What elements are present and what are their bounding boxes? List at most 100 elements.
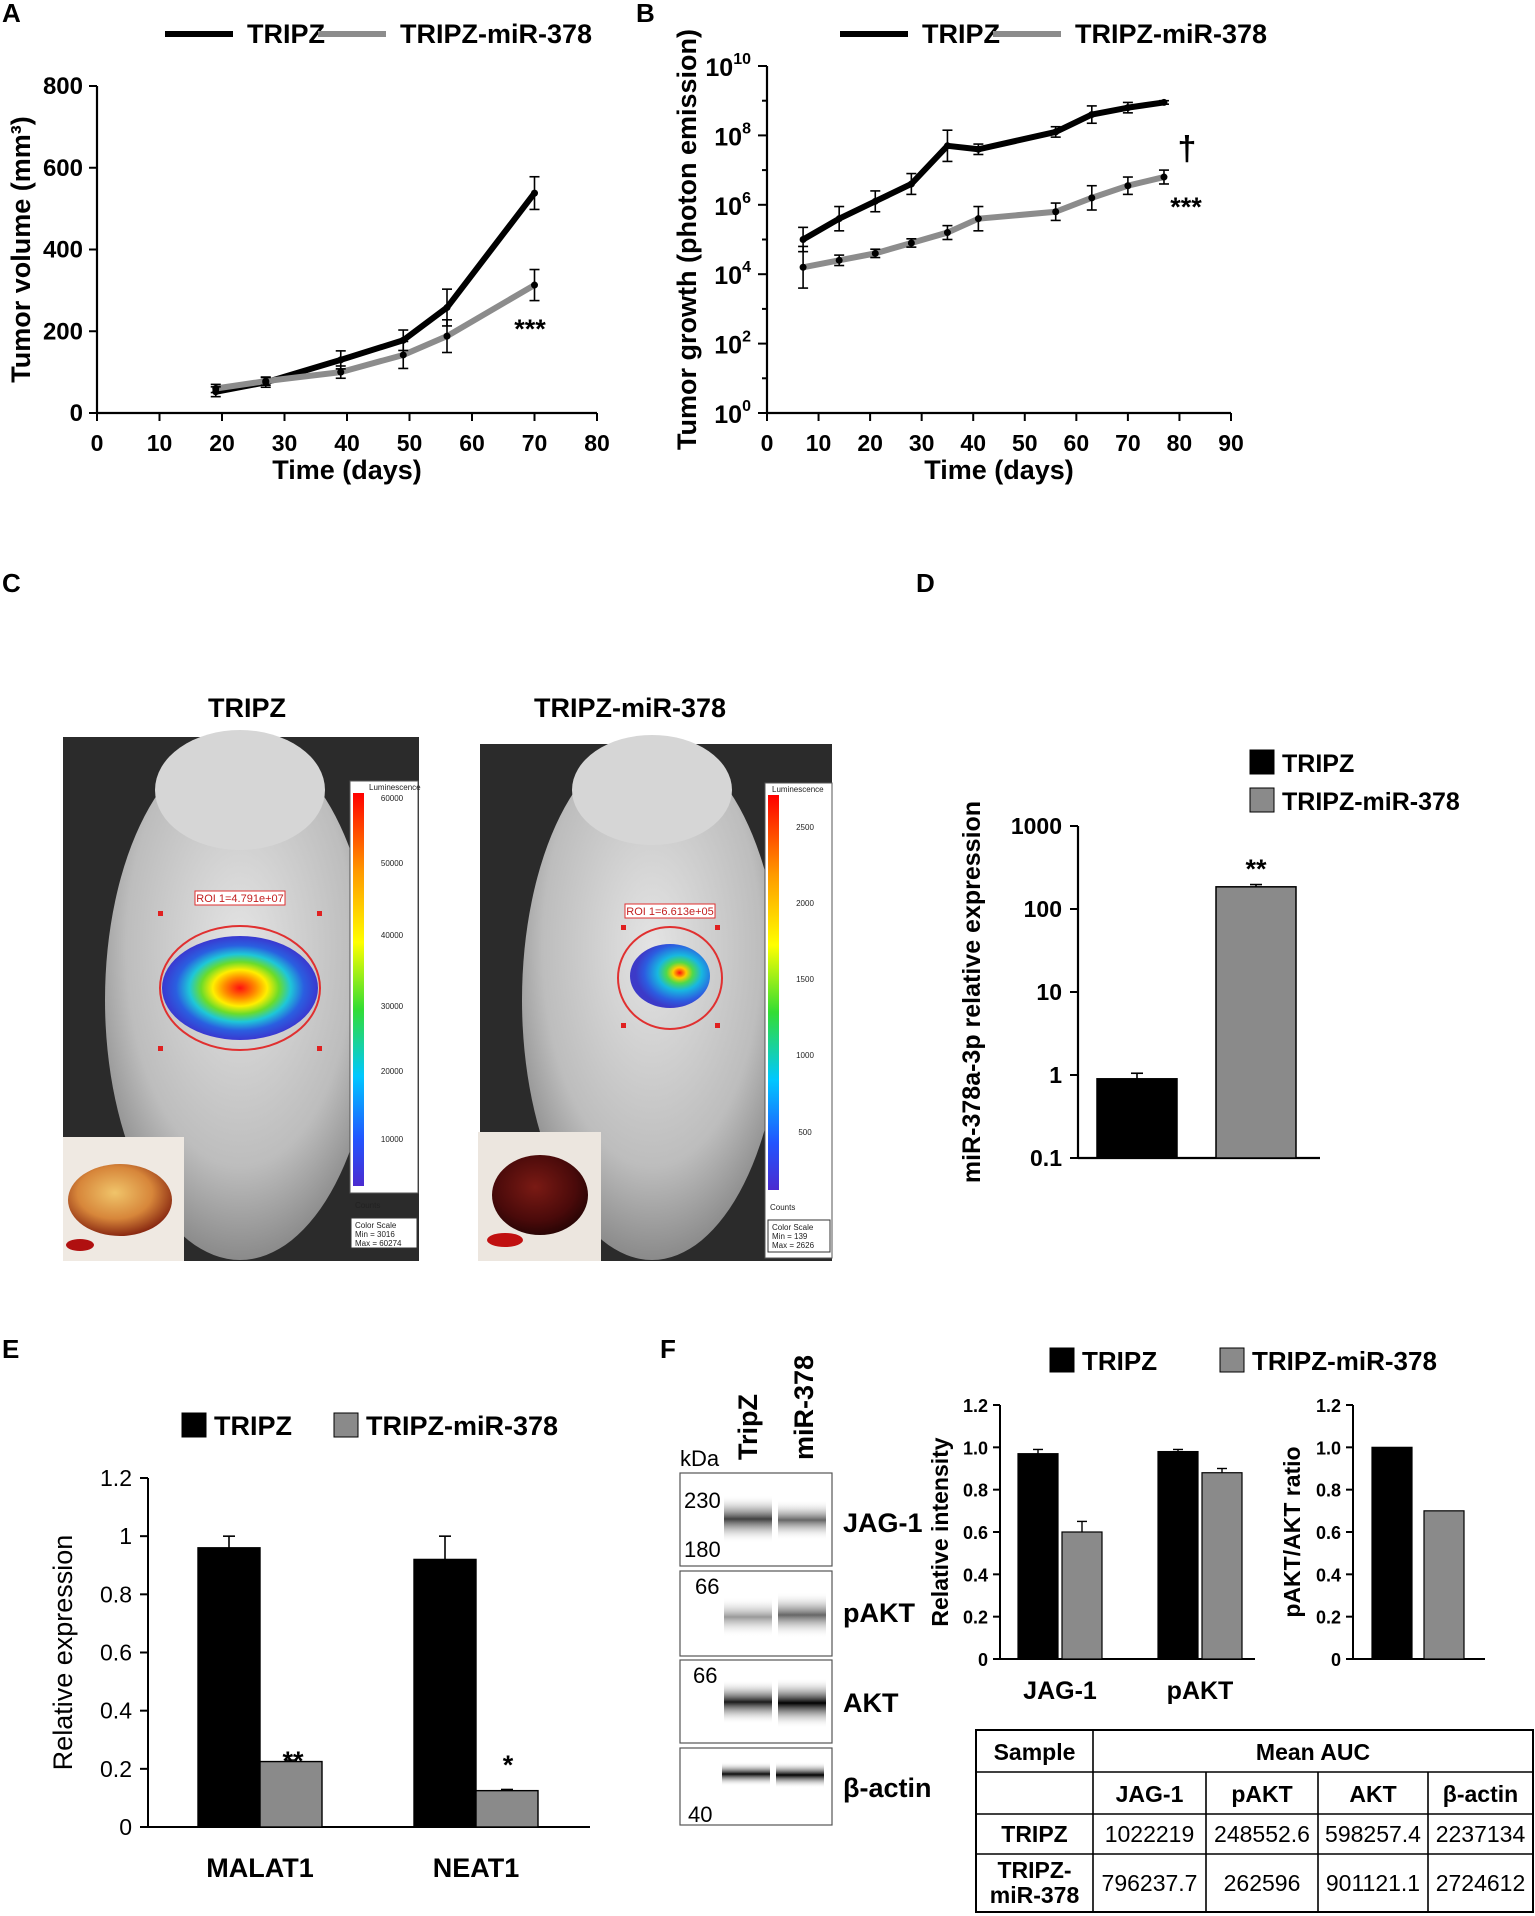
a-xtick-label-0: 0 <box>91 430 104 456</box>
a-series-0-point-5 <box>531 189 538 197</box>
b-xtick-label-7: 70 <box>1115 430 1141 456</box>
b-ytick-label-1: 102 <box>714 329 751 360</box>
colorscale-left-1: Min = 3016 <box>355 1230 395 1239</box>
e-bar-0-1 <box>413 1558 477 1828</box>
scale-tick-right-2: 1500 <box>796 975 814 984</box>
a-series-0-point-4 <box>443 304 451 312</box>
blot-marker-66a: 66 <box>695 1574 719 1599</box>
a-ytick-label-3: 600 <box>43 155 83 182</box>
b-series-0-point-8 <box>1124 104 1132 112</box>
b-ytick-exp-5: 10 <box>733 51 751 68</box>
a-series-1-point-5 <box>531 281 538 289</box>
b-ytick-exp-2: 4 <box>742 259 751 276</box>
b-ytick-label-2: 104 <box>714 259 751 290</box>
scale-tick-left-3: 30000 <box>381 1002 404 1011</box>
table-header-sample: Sample <box>994 1739 1076 1765</box>
a-ytick-label-1: 200 <box>43 318 83 345</box>
b-xtick-label-5: 50 <box>1012 430 1038 456</box>
e-legend-tripz-label: TRIPZ <box>214 1411 292 1441</box>
e-xlabel-0: MALAT1 <box>206 1853 314 1883</box>
b-series-0-point-7 <box>1088 111 1096 119</box>
table-row-1-col-2: 262596 <box>1224 1870 1301 1896</box>
b-xtick-label-1: 10 <box>806 430 832 456</box>
colorscale-right-1: Min = 139 <box>772 1232 808 1241</box>
a-xtick-label-3: 30 <box>272 430 298 456</box>
b-series-1-point-4 <box>943 229 951 237</box>
table-row-1-sample: TRIPZ-miR-378 <box>990 1857 1080 1908</box>
bli-image-left: ROI 1=4.791e+07 Luminescence 60000 50000… <box>63 730 421 1261</box>
f2-ytick-label-5: 1.0 <box>1316 1438 1341 1458</box>
b-series-0-point-3 <box>907 180 915 188</box>
panel-label-e: E <box>2 1334 19 1364</box>
western-blot: kDa TripZ miR-378 230 180 66 66 40 JAG-1… <box>679 1355 932 1827</box>
e-legend-tripz-swatch <box>181 1412 207 1438</box>
b-series-1-point-2 <box>871 249 879 257</box>
table-row-0-col-2: 248552.6 <box>1214 1821 1310 1847</box>
f1-xlabel-0: JAG-1 <box>1023 1677 1097 1705</box>
f1-ytick-label-0: 0 <box>978 1650 988 1670</box>
scale-tick-right-4: 500 <box>798 1128 812 1137</box>
f1-ytick-label-5: 1.0 <box>963 1438 988 1458</box>
blot-unit: kDa <box>680 1446 720 1471</box>
colorscale-right-0: Color Scale <box>772 1223 814 1232</box>
mean-auc-table: Sample Mean AUC JAG-1 pAKT AKT β-actin TRIPZ 10… <box>975 1729 1534 1913</box>
table-col-4: β-actin <box>1443 1781 1518 1807</box>
b-series-0-point-9 <box>1160 98 1168 106</box>
panel-label-c: C <box>2 568 21 598</box>
b-xtick-label-8: 80 <box>1167 430 1193 456</box>
a-xtick-label-2: 20 <box>209 430 235 456</box>
b-ytick-base-5: 10 <box>705 54 733 82</box>
a-ylabel: Tumor volume (mm³) <box>6 116 36 383</box>
f1-ytick-label-3: 0.6 <box>963 1523 988 1543</box>
scale-tick-left-4: 20000 <box>381 1067 404 1076</box>
a-xlabel: Time (days) <box>272 455 422 485</box>
a-significance: *** <box>514 314 546 344</box>
a-xtick-label-8: 80 <box>584 430 610 456</box>
d-bar-0 <box>1096 1078 1178 1159</box>
table-row-1-col-4: 2724612 <box>1436 1870 1526 1896</box>
e-ytick-label-1: 0.2 <box>100 1756 132 1782</box>
a-legend-mir378-label: TRIPZ-miR-378 <box>400 19 592 49</box>
f1-ytick-label-2: 0.4 <box>963 1565 988 1585</box>
b-series-0-line <box>801 99 1165 243</box>
panel-label-b: B <box>636 0 655 28</box>
blot-lane-tripz: TripZ <box>733 1394 763 1460</box>
d-ytick-label-3: 100 <box>1024 896 1062 922</box>
d-legend-mir378-label: TRIPZ-miR-378 <box>1282 788 1460 816</box>
f1-bar-0-1 <box>1157 1450 1199 1660</box>
b-series-0-point-1 <box>835 215 843 223</box>
f1-legend-tripz-label: TRIPZ <box>1082 1346 1157 1376</box>
scale-title-left: Luminescence <box>369 783 421 792</box>
f1-bar-1-1 <box>1201 1472 1243 1660</box>
a-ytick-label-0: 0 <box>70 400 83 427</box>
b-xlabel: Time (days) <box>924 455 1074 485</box>
a-series-0-point-2 <box>337 356 345 364</box>
blot-marker-230: 230 <box>684 1488 721 1513</box>
e-significance-0: ** <box>282 1746 304 1776</box>
scale-unit-right: Counts <box>770 1203 795 1212</box>
a-xtick-label-1: 10 <box>147 430 173 456</box>
e-ytick-label-2: 0.4 <box>100 1698 132 1724</box>
scale-tick-left-5: 10000 <box>381 1135 404 1144</box>
scale-unit-left: Counts <box>355 1201 380 1210</box>
b-series-1-point-7 <box>1088 194 1096 202</box>
f2-bar-0 <box>1371 1446 1413 1660</box>
a-series-1-point-2 <box>337 368 345 376</box>
b-ytick-label-5: 1010 <box>705 51 751 82</box>
b-series-0-point-2 <box>871 197 879 205</box>
f2-ytick-label-3: 0.6 <box>1316 1523 1341 1543</box>
bli-signal-left <box>162 936 318 1040</box>
blot-marker-180: 180 <box>684 1537 721 1562</box>
blot-lane-mir378: miR-378 <box>789 1355 819 1460</box>
table-border <box>975 1729 1534 1913</box>
f2-ytick-label-1: 0.2 <box>1316 1608 1341 1628</box>
scale-tick-left-2: 40000 <box>381 931 404 940</box>
d-ylabel: miR-378a-3p relative expression <box>958 801 986 1183</box>
b-xtick-label-3: 30 <box>909 430 935 456</box>
f1-bar-0-0 <box>1017 1453 1059 1660</box>
b-ytick-base-3: 10 <box>714 193 742 221</box>
e-ytick-label-0: 0 <box>119 1814 132 1840</box>
a-series-1-point-0 <box>212 384 220 392</box>
